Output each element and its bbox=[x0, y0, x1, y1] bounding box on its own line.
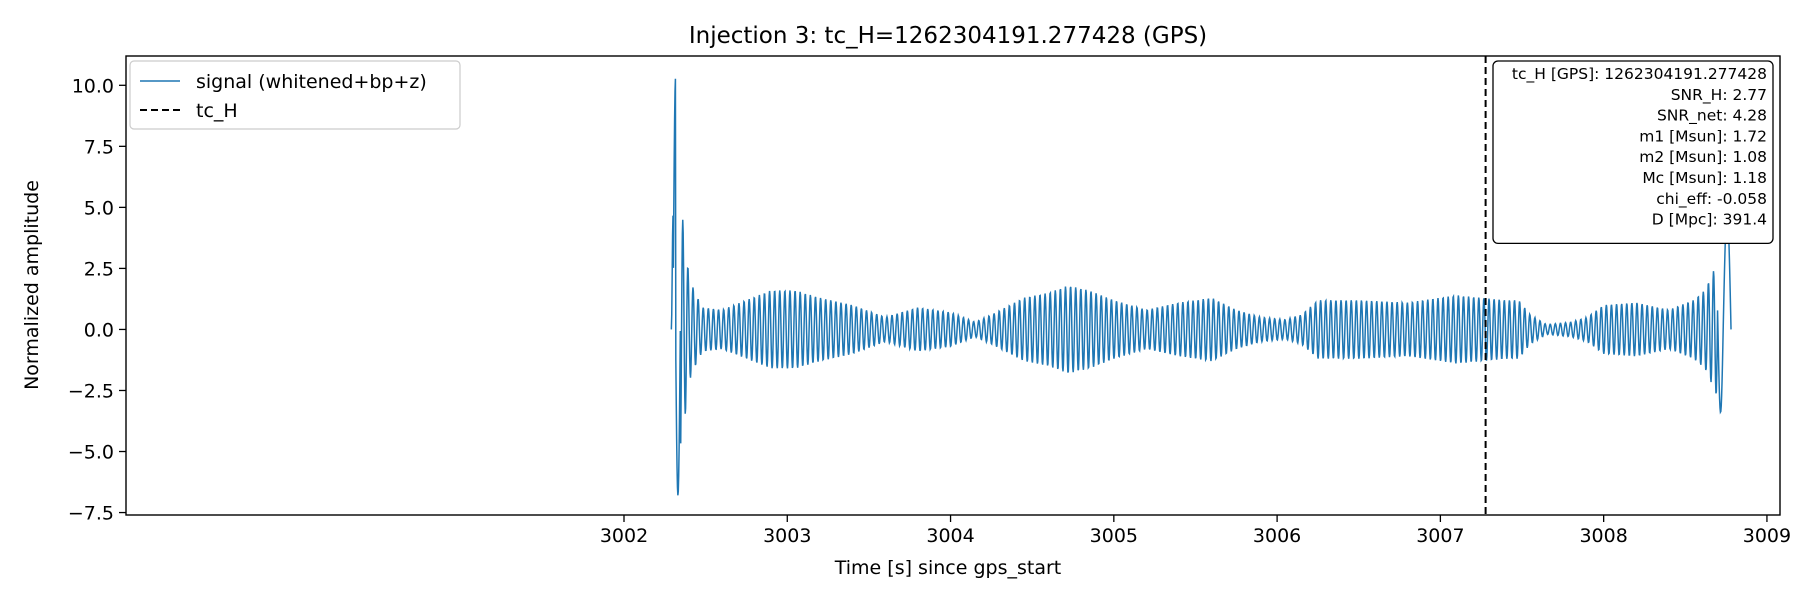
axes-frame bbox=[125, 55, 1781, 516]
x-tick-label: 3003 bbox=[763, 525, 811, 547]
signal-series-line bbox=[670, 78, 1732, 496]
info-line: Mc [Msun]: 1.18 bbox=[1642, 169, 1767, 187]
x-axis-label: Time [s] since gps_start bbox=[834, 557, 1061, 579]
x-tick-label: 3005 bbox=[1090, 525, 1138, 547]
info-line: SNR_H: 2.77 bbox=[1671, 86, 1767, 105]
info-line: m2 [Msun]: 1.08 bbox=[1639, 148, 1767, 166]
info-line: tc_H [GPS]: 1262304191.277428 bbox=[1512, 65, 1767, 84]
legend-label: tc_H bbox=[196, 100, 238, 122]
x-tick-label: 3002 bbox=[600, 525, 648, 547]
info-line: SNR_net: 4.28 bbox=[1657, 107, 1767, 126]
info-box-frame bbox=[1492, 60, 1774, 245]
chart-title: Injection 3: tc_H=1262304191.277428 (GPS… bbox=[689, 23, 1207, 49]
legend-label: signal (whitened+bp+z) bbox=[196, 71, 427, 93]
y-tick-label: −5.0 bbox=[68, 442, 114, 464]
y-tick-label: 2.5 bbox=[84, 258, 114, 280]
info-box: tc_H [GPS]: 1262304191.277428 SNR_H: 2.77… bbox=[1492, 60, 1774, 245]
y-tick-label: −7.5 bbox=[68, 503, 114, 525]
x-tick-label: 3009 bbox=[1743, 525, 1791, 547]
y-tick-label: 7.5 bbox=[84, 136, 114, 158]
info-line: D [Mpc]: 391.4 bbox=[1652, 211, 1767, 229]
y-tick-label: 5.0 bbox=[84, 197, 114, 219]
x-tick-label: 3006 bbox=[1253, 525, 1301, 547]
axes: 3002 3003 3004 3005 3006 3007 3008 3009 −7.5 −5.0… bbox=[68, 55, 1791, 547]
x-tick-label: 3004 bbox=[926, 525, 974, 547]
y-tick-label: −2.5 bbox=[68, 380, 114, 402]
x-tick-label: 3008 bbox=[1579, 525, 1627, 547]
info-line: m1 [Msun]: 1.72 bbox=[1639, 127, 1767, 145]
legend-box bbox=[129, 60, 461, 130]
plot-area bbox=[670, 56, 1732, 515]
x-tick-label: 3007 bbox=[1416, 525, 1464, 547]
y-tick-label: 0.0 bbox=[84, 319, 114, 341]
legend: signal (whitened+bp+z) tc_H bbox=[129, 60, 461, 130]
info-line: chi_eff: -0.058 bbox=[1656, 190, 1767, 209]
y-tick-label: 10.0 bbox=[72, 75, 114, 97]
y-axis-label: Normalized amplitude bbox=[21, 180, 43, 390]
